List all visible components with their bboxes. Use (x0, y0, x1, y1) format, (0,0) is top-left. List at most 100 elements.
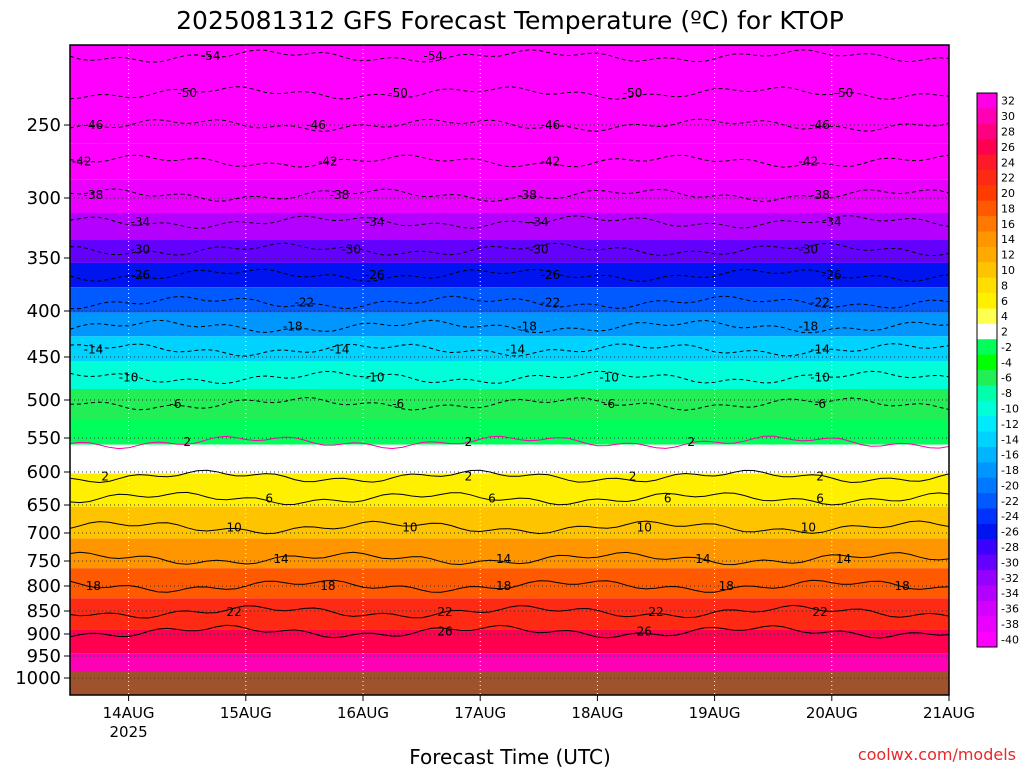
colorbar-label: -26 (1001, 526, 1019, 539)
contour-label: 14 (695, 552, 710, 566)
contour-label: 6 (816, 491, 824, 505)
x-tick-label: 20AUG (806, 704, 858, 722)
contour-label: -50 (388, 86, 408, 100)
x-tick-label: 15AUG (220, 704, 272, 722)
contour-label: 18 (894, 579, 909, 593)
colorbar-swatch (977, 431, 997, 448)
contour-label: 2 (465, 435, 473, 449)
contour-label: -34 (131, 215, 151, 229)
contour-label: 22 (812, 605, 827, 619)
contour-label: 2 (101, 470, 109, 484)
contour-label: -26 (822, 268, 842, 282)
x-tick-label: 19AUG (689, 704, 741, 722)
contour-label: -18 (799, 320, 819, 334)
temperature-band (70, 419, 949, 445)
contour-label: 10 (801, 520, 816, 534)
temperature-band (70, 69, 949, 109)
contour-label: 6 (664, 491, 672, 505)
contour-label: -38 (810, 188, 830, 202)
temperature-band (70, 629, 949, 654)
contour-label: 2 (465, 470, 473, 484)
colorbar-label: 6 (1001, 295, 1008, 308)
colorbar-swatch (977, 370, 997, 386)
contour-label: -6 (392, 397, 404, 411)
ground-strip (70, 671, 949, 695)
y-tick-label: 750 (27, 551, 61, 572)
colorbar-label: -18 (1001, 464, 1019, 477)
colorbar-swatch (977, 477, 997, 494)
colorbar-swatch (977, 400, 997, 417)
colorbar-swatch (977, 493, 997, 509)
y-tick-label: 500 (27, 390, 61, 411)
colorbar-swatch (977, 123, 997, 140)
colorbar-label: -22 (1001, 495, 1019, 508)
contour-label: -42 (541, 155, 561, 169)
contour-label: 6 (488, 491, 496, 505)
y-tick-label: 700 (27, 523, 61, 544)
colorbar-label: -6 (1001, 372, 1012, 385)
colorbar-label: 2 (1001, 326, 1008, 339)
colorbar-swatch (977, 600, 997, 617)
contour-label: -18 (517, 320, 537, 334)
temperature-band (70, 506, 949, 539)
colorbar-swatch (977, 462, 997, 479)
colorbar-label: 18 (1001, 202, 1015, 215)
contour-label: -6 (169, 397, 181, 411)
plot-area: -54 -54 -50 -50 -50 -50 -46 -46 -46 -46 -42 -42 -42 -… (70, 45, 949, 695)
colorbar-label: 22 (1001, 172, 1015, 185)
colorbar-label: 28 (1001, 125, 1015, 138)
contour-label: 10 (402, 520, 417, 534)
contour-label: -18 (283, 320, 303, 334)
contour-label: -46 (84, 118, 104, 132)
colorbar-swatch (977, 631, 997, 648)
colorbar-swatch (977, 416, 997, 433)
colorbar-swatch (977, 169, 997, 186)
colorbar-label: 4 (1001, 310, 1008, 323)
colorbar-label: 32 (1001, 95, 1015, 108)
colorbar-label: 20 (1001, 187, 1015, 200)
x-tick-label: 21AUG (923, 704, 975, 722)
contour-line (70, 579, 949, 593)
contour-label: 2 (183, 435, 191, 449)
contour-label: -38 (84, 188, 104, 202)
contour-label: -10 (365, 371, 385, 385)
colorbar-swatch (977, 508, 997, 525)
colorbar-label: -28 (1001, 541, 1019, 554)
contour-line (70, 118, 949, 133)
contour-line (70, 154, 949, 168)
temperature-band (70, 109, 949, 144)
contour-label: -26 (541, 268, 561, 282)
x-tick-label: 18AUG (571, 704, 623, 722)
contour-label: -34 (365, 215, 385, 229)
colorbar-label: -20 (1001, 479, 1019, 492)
colorbar-swatch (977, 246, 997, 263)
contour-line (70, 624, 949, 639)
contour-label: -30 (341, 243, 361, 257)
colorbar-swatch (977, 200, 997, 217)
colorbar-label: -10 (1001, 402, 1019, 415)
contour-line (70, 86, 949, 100)
contour-label: -14 (506, 343, 526, 357)
contour-label: 14 (273, 552, 288, 566)
temperature-band (70, 262, 949, 288)
contour-label: 22 (437, 605, 452, 619)
temperature-band (70, 444, 949, 474)
colorbar-swatch (977, 231, 997, 248)
contour-label: -42 (72, 155, 92, 169)
colorbar-label: -40 (1001, 633, 1019, 646)
colorbar-swatch (977, 293, 997, 309)
contour-label: -26 (131, 268, 151, 282)
colorbar-swatch (977, 277, 997, 294)
colorbar-label: 24 (1001, 156, 1015, 169)
y-tick-label: 350 (27, 248, 61, 269)
contour-label: -34 (529, 215, 549, 229)
colorbar-swatch (977, 262, 997, 279)
contour-label: -30 (529, 243, 549, 257)
colorbar-label: -32 (1001, 572, 1019, 585)
contour-line (70, 268, 949, 282)
contour-label: -30 (131, 243, 151, 257)
temperature-band (70, 538, 949, 569)
x-tick-label: 17AUG (454, 704, 506, 722)
